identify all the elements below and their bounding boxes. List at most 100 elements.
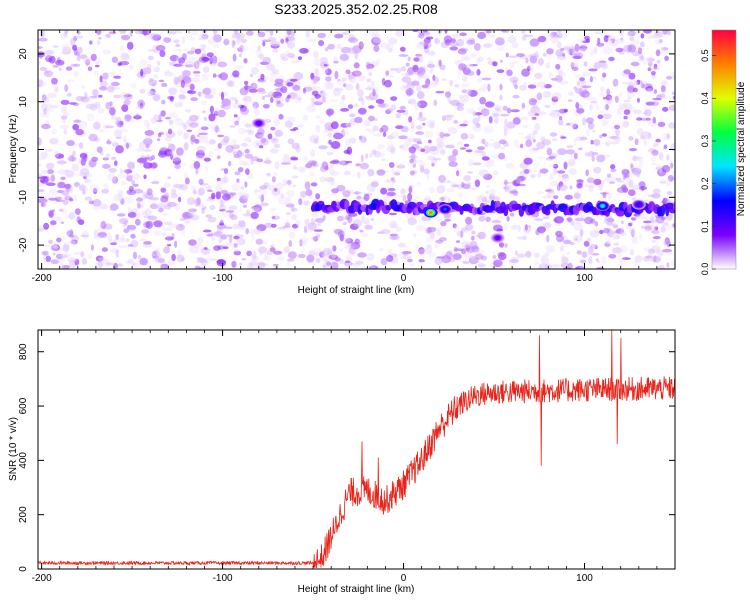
spectrogram-speckle [96,40,101,45]
spectrogram-speckle [435,65,442,68]
spectrogram-speckle [260,202,269,207]
spectrogram-speckle [452,253,462,261]
spectrogram-speckle [159,147,167,151]
spectrogram-speckle [153,74,159,79]
spectrogram-speckle [233,40,236,46]
spectrogram-speckle [411,80,420,86]
spectrogram-speckle [59,124,70,129]
spectrogram-speckle [244,123,253,128]
spectrogram-speckle [480,108,490,117]
spectrogram-speckle [444,219,452,222]
spectrogram-speckle [651,156,657,163]
spectrogram-speckle [116,173,127,179]
spectrogram-speckle [557,170,566,174]
spectrogram-speckle [284,50,291,57]
spectrogram-speckle [401,251,412,255]
spectrogram-speckle [572,55,582,60]
spectrogram-speckle [546,30,554,37]
spectrogram-speckle [584,152,590,157]
spectrogram-speckle [63,111,69,118]
spectrogram-speckle [190,97,198,101]
spectrogram-speckle [179,183,188,191]
spectrogram-speckle [269,41,280,46]
spectrogram-speckle [202,45,206,49]
spectrogram-speckle [626,91,635,99]
spectrogram-speckle [137,255,142,259]
spectrogram-speckle [372,88,376,97]
spectrogram-speckle [56,189,64,194]
spectrogram-speckle [207,37,216,45]
signal-track-blob [668,207,675,214]
spectrogram-speckle [240,142,248,147]
spectrogram-x-label: Height of straight line (km) [298,285,415,296]
spectrogram-speckle [590,100,598,104]
spectrogram-speckle [610,141,620,145]
spectrogram-speckle [153,96,161,100]
spectrogram-speckle [230,144,240,150]
spectrogram-speckle [556,234,564,243]
spectrogram-speckle [382,131,387,137]
spectrogram-speckle [46,97,50,103]
spectrogram-speckle [143,162,153,169]
spectrogram-speckle [621,184,627,191]
spectrogram-speckle [666,154,670,161]
spectrogram-speckle [591,253,600,256]
spectrogram-speckle [70,37,75,47]
spectrogram-speckle [372,150,376,153]
spectrogram-speckle [539,168,549,174]
spectrogram-speckle [303,228,313,233]
spectrogram-speckle [61,118,66,124]
spectrogram-speckle [604,241,611,248]
spectrogram-speckle [40,151,49,159]
spectrogram-speckle [102,72,109,80]
spectrogram-speckle [307,222,317,231]
spectrogram-speckle [656,59,661,64]
spectrogram-speckle [441,255,451,264]
spectrogram-speckle [93,235,103,240]
spectrogram-speckle [474,150,485,153]
spectrogram-speckle [290,206,295,213]
spectrogram-speckle [80,96,90,103]
spectrogram-speckle [464,243,474,249]
spectrogram-speckle [312,50,319,59]
spectrogram-speckle [245,193,249,199]
spectrogram-speckle [319,251,325,258]
spectrogram-speckle [70,64,78,67]
spectrogram-speckle [111,56,119,64]
spectrogram-speckle [588,68,598,72]
snr-background [38,330,675,569]
spectrogram-speckle [158,114,162,123]
spectrogram-speckle [512,94,520,99]
spectrogram-speckle [388,162,395,168]
spectrogram-speckle [273,172,278,177]
spectrogram-speckle [161,82,168,88]
spectrogram-speckle [115,117,122,122]
spectrogram-speckle [251,255,260,263]
spectrogram-speckle [418,248,428,255]
spectrogram-speckle [551,78,559,81]
spectrogram-speckle [196,145,206,154]
spectrogram-speckle [132,251,138,260]
spectrogram-speckle [106,262,115,266]
y-tick-label: 10 [18,96,29,108]
spectrogram-speckle [534,123,541,132]
spectrogram-speckle [216,177,221,182]
spectrogram-speckle [466,63,474,68]
spectrogram-speckle [628,148,638,152]
spectrogram-speckle [541,254,546,262]
spectrogram-speckle [672,95,675,100]
spectrogram-speckle [115,120,120,125]
spectrogram-speckle [519,171,526,177]
spectrogram-speckle [250,82,258,90]
spectrogram-speckle [532,139,536,143]
spectrogram-speckle [374,118,378,122]
spectrogram-speckle [285,37,289,44]
spectrogram-speckle [470,52,477,59]
spectrogram-speckle [612,78,619,87]
spectrogram-speckle [202,206,207,210]
spectrogram-speckle [309,134,319,143]
spectrogram-speckle [211,192,216,200]
spectrogram-speckle [499,108,503,116]
spectrogram-speckle [78,184,86,191]
spectrogram-speckle [309,172,315,177]
